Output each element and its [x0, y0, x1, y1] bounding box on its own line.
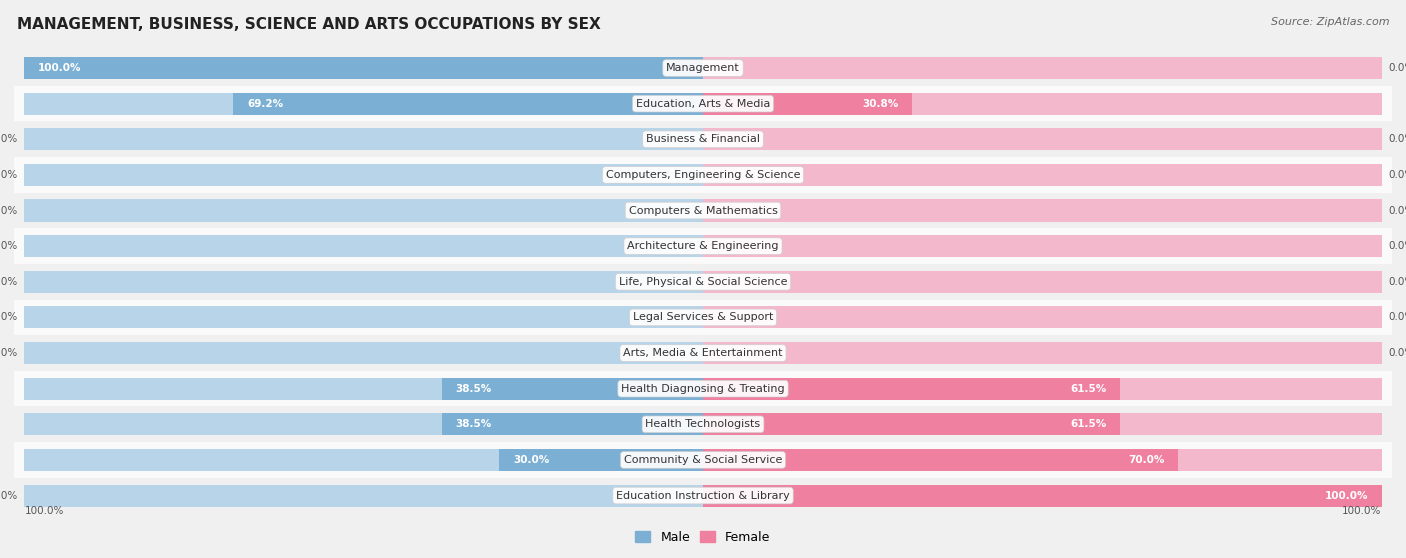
Bar	[24, 128, 703, 150]
Text: 0.0%: 0.0%	[1389, 170, 1406, 180]
Text: 0.0%: 0.0%	[1389, 277, 1406, 287]
Bar	[24, 484, 703, 507]
Bar	[703, 378, 1382, 400]
Bar	[14, 157, 1392, 193]
Text: MANAGEMENT, BUSINESS, SCIENCE AND ARTS OCCUPATIONS BY SEX: MANAGEMENT, BUSINESS, SCIENCE AND ARTS O…	[17, 17, 600, 32]
Bar	[14, 335, 1392, 371]
Text: 100.0%: 100.0%	[1324, 490, 1368, 501]
Bar	[233, 93, 703, 115]
Text: 0.0%: 0.0%	[1389, 312, 1406, 323]
Bar	[703, 57, 1382, 79]
Text: Education, Arts & Media: Education, Arts & Media	[636, 99, 770, 109]
Bar	[14, 228, 1392, 264]
Bar	[703, 449, 1178, 471]
Bar	[24, 342, 703, 364]
Text: Arts, Media & Entertainment: Arts, Media & Entertainment	[623, 348, 783, 358]
Text: 0.0%: 0.0%	[1389, 134, 1406, 145]
Bar	[24, 306, 703, 329]
Text: Education Instruction & Library: Education Instruction & Library	[616, 490, 790, 501]
Text: 69.2%: 69.2%	[247, 99, 283, 109]
Bar	[24, 57, 703, 79]
Bar	[703, 342, 1382, 364]
Bar	[24, 235, 703, 257]
Text: 0.0%: 0.0%	[0, 205, 17, 215]
Text: Architecture & Engineering: Architecture & Engineering	[627, 241, 779, 251]
Text: 0.0%: 0.0%	[0, 277, 17, 287]
Text: Community & Social Service: Community & Social Service	[624, 455, 782, 465]
Text: Legal Services & Support: Legal Services & Support	[633, 312, 773, 323]
Bar	[703, 271, 1382, 293]
Bar	[24, 271, 703, 293]
Bar	[14, 193, 1392, 228]
Bar	[703, 235, 1382, 257]
Bar	[14, 371, 1392, 406]
Text: 0.0%: 0.0%	[0, 134, 17, 145]
Text: 100.0%: 100.0%	[1343, 506, 1382, 516]
Bar	[14, 300, 1392, 335]
Text: 38.5%: 38.5%	[456, 419, 492, 429]
Bar	[24, 413, 703, 435]
Text: Computers & Mathematics: Computers & Mathematics	[628, 205, 778, 215]
Bar	[14, 264, 1392, 300]
Bar	[14, 86, 1392, 122]
Text: 0.0%: 0.0%	[1389, 241, 1406, 251]
Text: Source: ZipAtlas.com: Source: ZipAtlas.com	[1271, 17, 1389, 27]
Text: 0.0%: 0.0%	[0, 241, 17, 251]
Text: 0.0%: 0.0%	[0, 170, 17, 180]
Bar	[24, 200, 703, 222]
Text: 0.0%: 0.0%	[1389, 63, 1406, 73]
Legend: Male, Female: Male, Female	[630, 526, 776, 549]
Text: 0.0%: 0.0%	[1389, 348, 1406, 358]
Bar	[703, 164, 1382, 186]
Text: 0.0%: 0.0%	[1389, 205, 1406, 215]
Text: Life, Physical & Social Science: Life, Physical & Social Science	[619, 277, 787, 287]
Bar	[14, 50, 1392, 86]
Text: Business & Financial: Business & Financial	[645, 134, 761, 145]
Bar	[703, 449, 1382, 471]
Bar	[14, 442, 1392, 478]
Bar	[703, 128, 1382, 150]
Text: 100.0%: 100.0%	[38, 63, 82, 73]
Bar	[14, 478, 1392, 513]
Bar	[703, 484, 1382, 507]
Text: 100.0%: 100.0%	[24, 506, 63, 516]
Text: Management: Management	[666, 63, 740, 73]
Text: Health Technologists: Health Technologists	[645, 419, 761, 429]
Bar	[703, 93, 912, 115]
Text: 0.0%: 0.0%	[0, 490, 17, 501]
Text: 30.8%: 30.8%	[862, 99, 898, 109]
Bar	[24, 378, 703, 400]
Bar	[703, 484, 1382, 507]
Text: 30.0%: 30.0%	[513, 455, 550, 465]
Text: 70.0%: 70.0%	[1128, 455, 1164, 465]
Bar	[703, 93, 1382, 115]
Bar	[703, 306, 1382, 329]
Text: 38.5%: 38.5%	[456, 384, 492, 393]
Bar	[24, 57, 703, 79]
Bar	[499, 449, 703, 471]
Bar	[441, 413, 703, 435]
Bar	[24, 93, 703, 115]
Bar	[24, 449, 703, 471]
Bar	[14, 406, 1392, 442]
Bar	[441, 378, 703, 400]
Text: 0.0%: 0.0%	[0, 312, 17, 323]
Bar	[703, 200, 1382, 222]
Text: Health Diagnosing & Treating: Health Diagnosing & Treating	[621, 384, 785, 393]
Bar	[24, 164, 703, 186]
Text: 0.0%: 0.0%	[0, 348, 17, 358]
Bar	[703, 413, 1382, 435]
Text: 61.5%: 61.5%	[1070, 419, 1107, 429]
Bar	[14, 122, 1392, 157]
Bar	[703, 378, 1121, 400]
Text: Computers, Engineering & Science: Computers, Engineering & Science	[606, 170, 800, 180]
Bar	[703, 413, 1121, 435]
Text: 61.5%: 61.5%	[1070, 384, 1107, 393]
